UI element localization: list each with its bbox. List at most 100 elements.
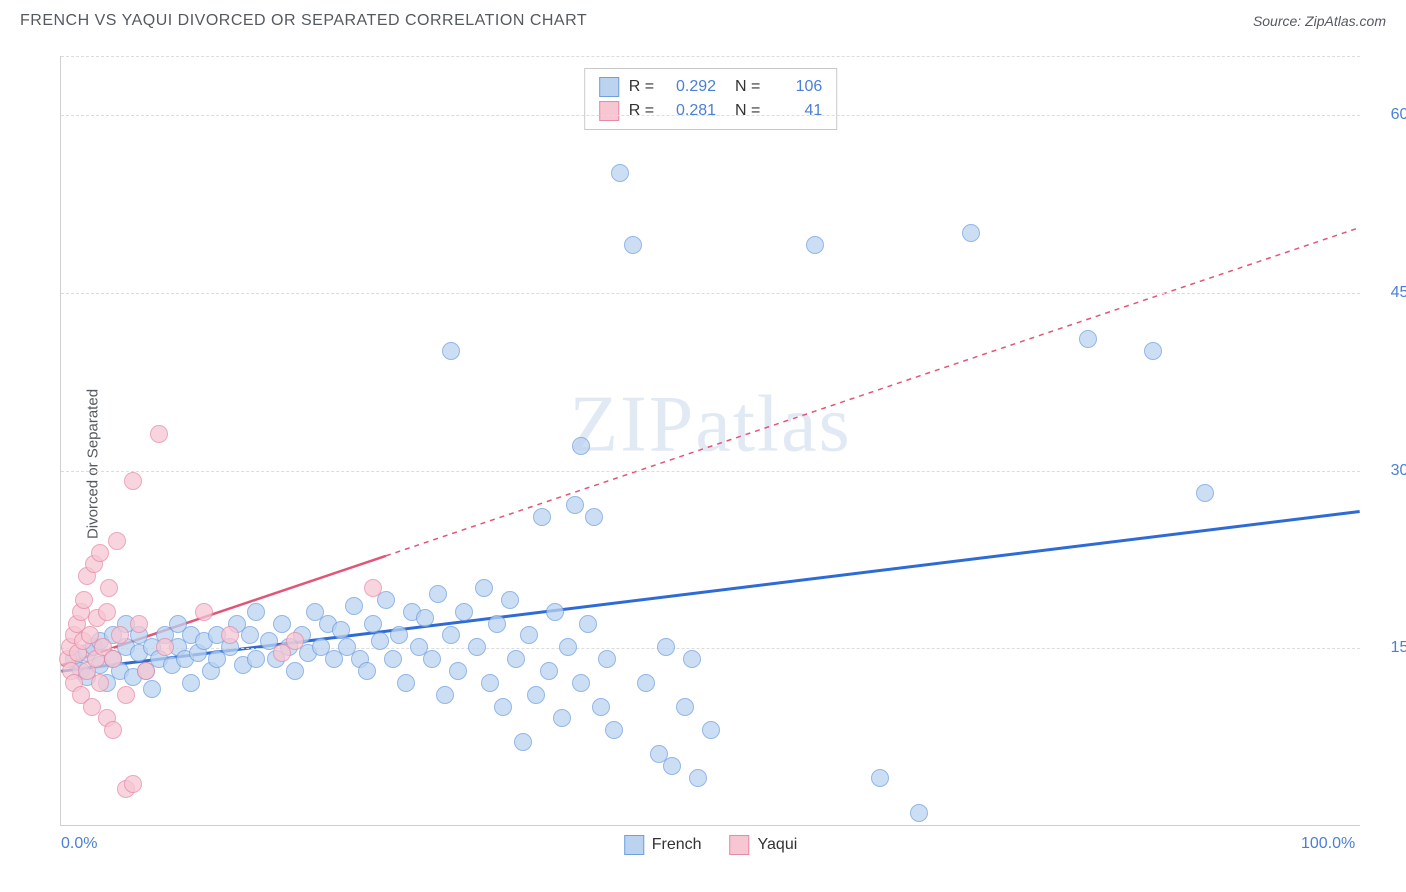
y-tick-label: 30.0% xyxy=(1366,462,1406,480)
stat-label: N = xyxy=(726,99,760,123)
data-point xyxy=(702,721,720,739)
legend-swatch xyxy=(624,835,644,855)
legend-label: Yaqui xyxy=(758,836,798,854)
legend-item: Yaqui xyxy=(730,835,798,855)
data-point xyxy=(806,236,824,254)
legend-swatch xyxy=(730,835,750,855)
data-point xyxy=(481,674,499,692)
data-point xyxy=(358,662,376,680)
legend-label: French xyxy=(652,836,702,854)
data-point xyxy=(494,698,512,716)
data-point xyxy=(598,650,616,668)
stats-legend: R = 0.292 N = 106 R = 0.281 N = 41 xyxy=(584,68,838,130)
chart-title: FRENCH VS YAQUI DIVORCED OR SEPARATED CO… xyxy=(20,12,587,30)
data-point xyxy=(286,632,304,650)
data-point xyxy=(442,626,460,644)
stat-n-value: 41 xyxy=(770,99,822,123)
data-point xyxy=(364,579,382,597)
data-point xyxy=(559,638,577,656)
data-point xyxy=(910,804,928,822)
data-point xyxy=(124,775,142,793)
legend-swatch xyxy=(599,101,619,121)
data-point xyxy=(572,437,590,455)
data-point xyxy=(91,544,109,562)
data-point xyxy=(117,686,135,704)
data-point xyxy=(137,662,155,680)
data-point xyxy=(468,638,486,656)
data-point xyxy=(637,674,655,692)
x-tick-label: 0.0% xyxy=(61,835,97,853)
stat-r-value: 0.281 xyxy=(664,99,716,123)
data-point xyxy=(130,615,148,633)
data-point xyxy=(611,164,629,182)
data-point xyxy=(449,662,467,680)
data-point xyxy=(540,662,558,680)
data-point xyxy=(104,650,122,668)
data-point xyxy=(546,603,564,621)
data-point xyxy=(423,650,441,668)
data-point xyxy=(657,638,675,656)
data-point xyxy=(397,674,415,692)
data-point xyxy=(572,674,590,692)
data-point xyxy=(98,603,116,621)
data-point xyxy=(520,626,538,644)
data-point xyxy=(585,508,603,526)
data-point xyxy=(592,698,610,716)
data-point xyxy=(332,621,350,639)
data-point xyxy=(871,769,889,787)
data-point xyxy=(286,662,304,680)
data-point xyxy=(150,425,168,443)
data-point xyxy=(247,603,265,621)
data-point xyxy=(182,674,200,692)
data-point xyxy=(91,674,109,692)
data-point xyxy=(390,626,408,644)
y-tick-label: 45.0% xyxy=(1366,284,1406,302)
data-point xyxy=(527,686,545,704)
data-point xyxy=(442,342,460,360)
data-point xyxy=(689,769,707,787)
data-point xyxy=(605,721,623,739)
data-point xyxy=(624,236,642,254)
chart-container: Divorced or Separated ZIPatlas R =0.292 … xyxy=(20,46,1386,882)
stat-label: N = xyxy=(726,75,760,99)
stat-label: R = xyxy=(629,75,654,99)
gridline xyxy=(61,293,1360,294)
data-point xyxy=(1196,484,1214,502)
data-point xyxy=(579,615,597,633)
data-point xyxy=(488,615,506,633)
data-point xyxy=(345,597,363,615)
y-tick-label: 15.0% xyxy=(1366,639,1406,657)
data-point xyxy=(364,615,382,633)
data-point xyxy=(371,632,389,650)
plot-area: ZIPatlas R =0.292 N =106R =0.281 N =41 F… xyxy=(60,56,1360,826)
data-point xyxy=(962,224,980,242)
stats-row: R = 0.281 N = 41 xyxy=(599,99,823,123)
data-point xyxy=(676,698,694,716)
data-point xyxy=(75,591,93,609)
data-point xyxy=(111,626,129,644)
data-point xyxy=(241,626,259,644)
data-point xyxy=(475,579,493,597)
gridline xyxy=(61,471,1360,472)
data-point xyxy=(455,603,473,621)
watermark: ZIPatlas xyxy=(569,380,852,471)
data-point xyxy=(533,508,551,526)
legend-swatch xyxy=(599,77,619,97)
data-point xyxy=(416,609,434,627)
data-point xyxy=(436,686,454,704)
stat-r-value: 0.292 xyxy=(664,75,716,99)
data-point xyxy=(514,733,532,751)
data-point xyxy=(683,650,701,668)
source-label: Source: ZipAtlas.com xyxy=(1253,13,1386,29)
data-point xyxy=(1079,330,1097,348)
y-tick-label: 60.0% xyxy=(1366,106,1406,124)
stat-n-value: 106 xyxy=(770,75,822,99)
data-point xyxy=(1144,342,1162,360)
data-point xyxy=(553,709,571,727)
gridline xyxy=(61,648,1360,649)
data-point xyxy=(195,603,213,621)
data-point xyxy=(108,532,126,550)
stats-row: R = 0.292 N = 106 xyxy=(599,75,823,99)
stat-label: R = xyxy=(629,99,654,123)
data-point xyxy=(566,496,584,514)
